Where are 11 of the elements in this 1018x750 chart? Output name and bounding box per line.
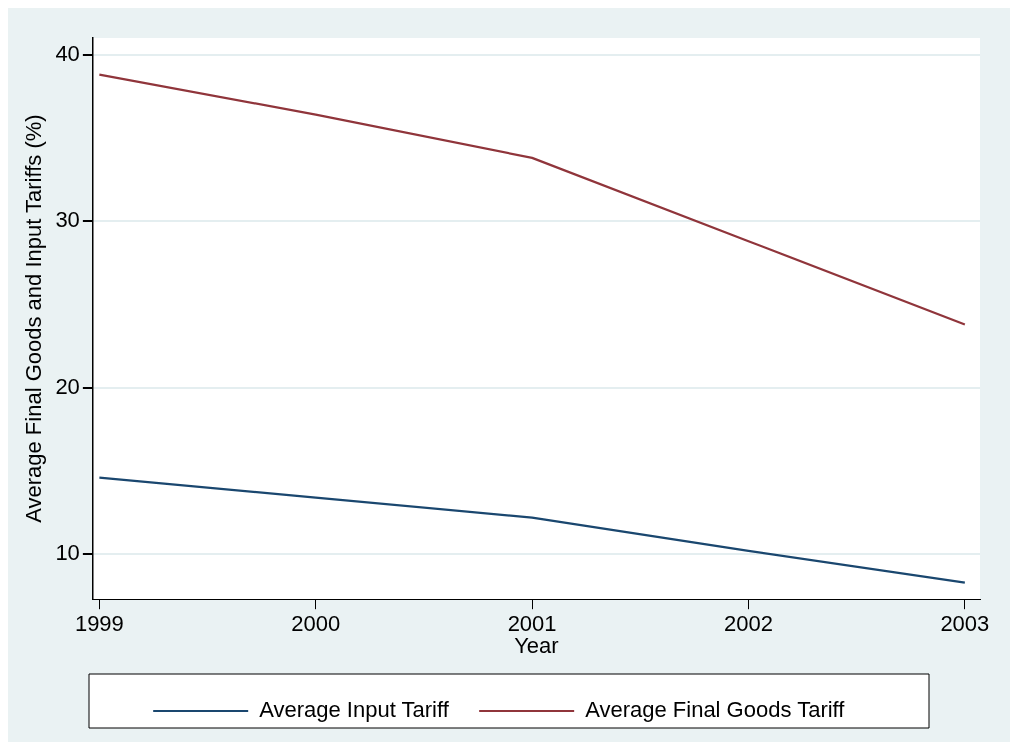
y-tick-label: 20 (55, 373, 80, 399)
x-tick-label: 2003 (940, 611, 990, 637)
y-tick-label: 10 (55, 540, 80, 566)
y-tick-label: 40 (55, 40, 80, 66)
legend-label: Average Input Tariff (259, 697, 450, 723)
x-tick-label: 1999 (74, 611, 124, 637)
y-tick-label: 30 (55, 207, 80, 233)
legend-label: Average Final Goods Tariff (585, 697, 846, 723)
x-tick-label: 2000 (291, 611, 341, 637)
x-tick-label: 2002 (724, 611, 773, 637)
y-axis-title: Average Final Goods and Input Tariffs (%) (21, 114, 47, 523)
